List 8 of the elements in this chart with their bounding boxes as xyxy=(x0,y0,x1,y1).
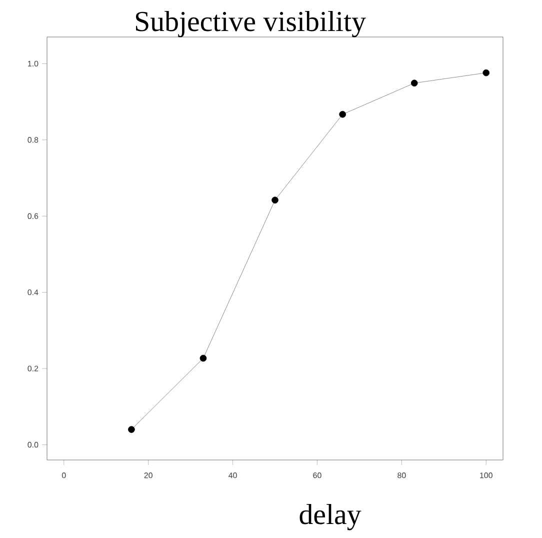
point xyxy=(200,354,207,362)
x-axis-title: delay xyxy=(300,504,362,530)
point xyxy=(410,80,418,86)
point xyxy=(339,110,346,118)
point xyxy=(482,69,490,76)
point xyxy=(128,426,135,433)
chart-title: Subjective visibility xyxy=(136,10,366,38)
point xyxy=(272,196,278,204)
